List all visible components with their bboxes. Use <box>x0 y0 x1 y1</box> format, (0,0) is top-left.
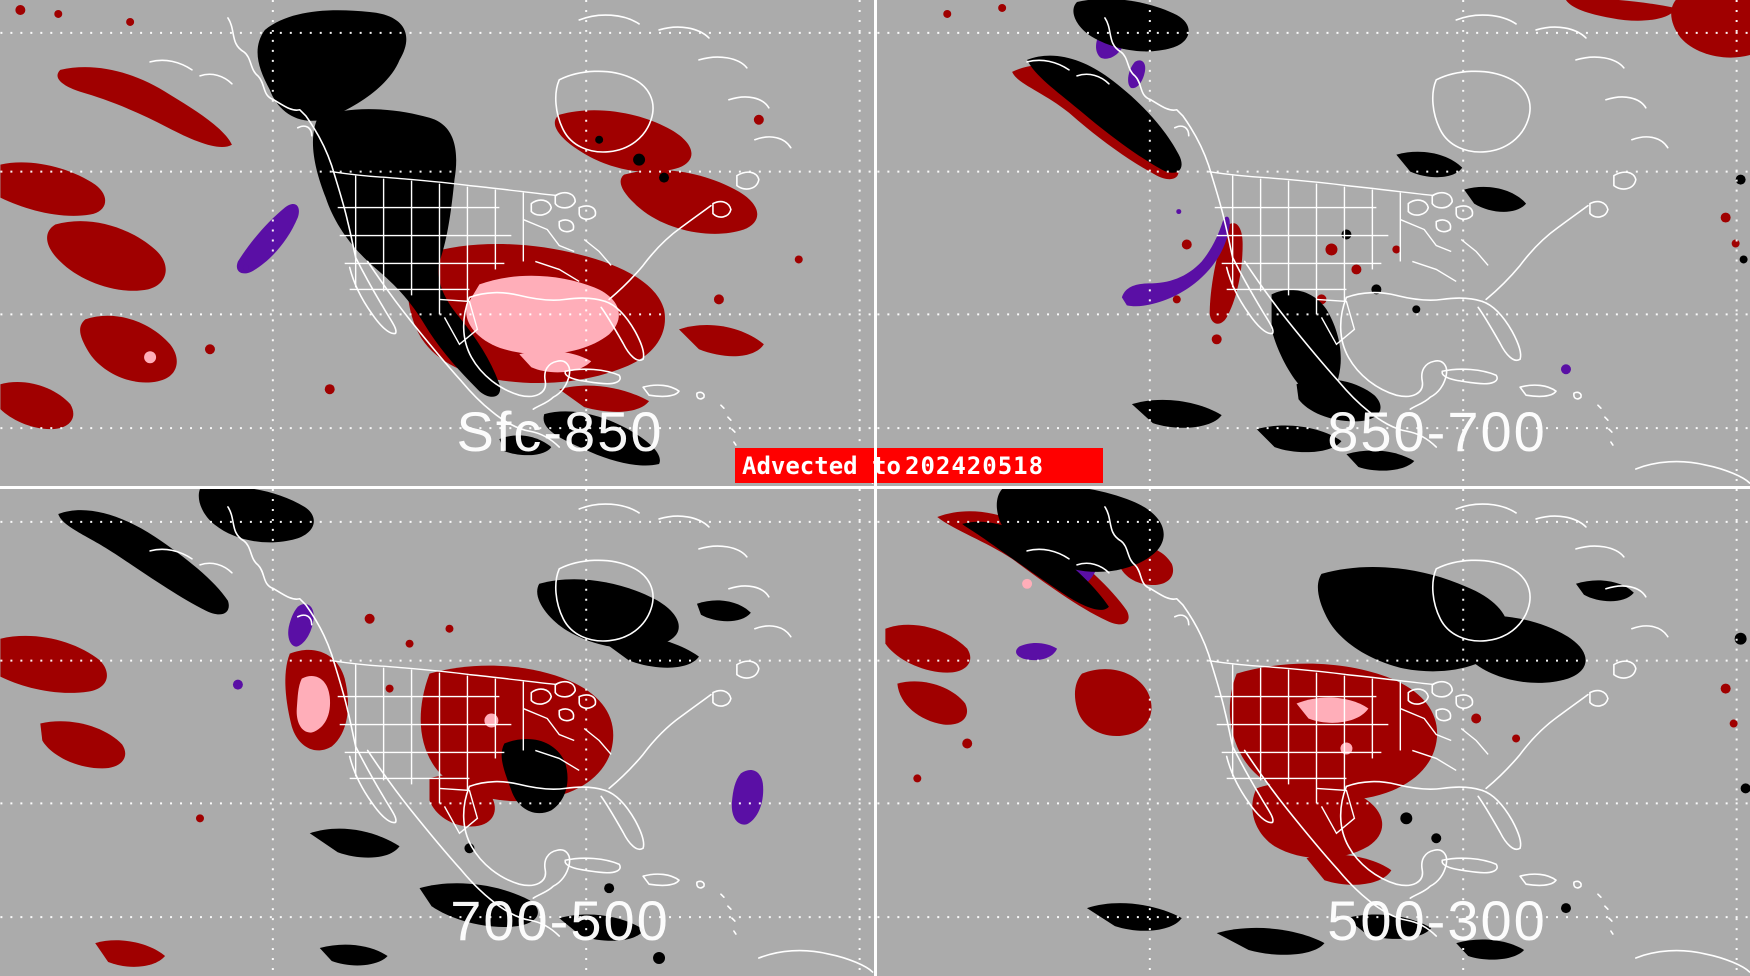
panel-label-sfc-850: Sfc-850 <box>456 400 664 463</box>
cloud-black-region <box>1027 0 1748 471</box>
banner-prefix-text: Advected to <box>742 452 901 480</box>
banner-date-text: 202420518 <box>905 452 1045 480</box>
cloud-purple-region <box>232 604 764 825</box>
cloud-dark-red-region <box>885 511 1738 885</box>
panel-sfc-850: Sfc-850 <box>0 0 874 487</box>
cloud-black-region <box>962 489 1750 960</box>
clouds-sfc-850 <box>0 4 803 466</box>
quadrant-divider-horizontal <box>0 486 1750 489</box>
panel-850-700: 850-700 <box>877 0 1750 487</box>
clouds-700-500 <box>0 489 764 967</box>
panel-label-850-700: 850-700 <box>1327 400 1547 463</box>
advected-time-banner: Advected to 202420518 <box>735 448 1103 483</box>
cloud-purple-region <box>236 203 299 274</box>
cloud-black-region <box>257 10 670 466</box>
panel-label-700-500: 700-500 <box>450 889 670 952</box>
panel-700-500: 700-500 <box>0 489 874 976</box>
clouds-500-300 <box>885 489 1750 960</box>
panel-label-500-300: 500-300 <box>1327 889 1547 952</box>
panel-500-300: 500-300 <box>877 489 1750 976</box>
cloud-black-region <box>58 489 751 966</box>
